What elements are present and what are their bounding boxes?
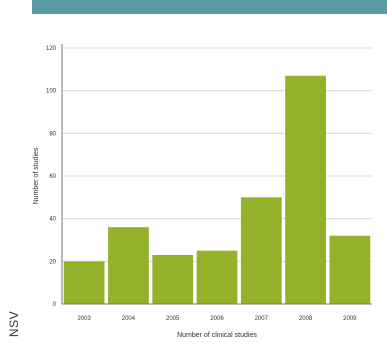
bar-2003 [63,261,105,304]
y-tick-label: 40 [49,217,56,223]
bar-2007 [240,197,282,304]
side-label: NSV [2,296,26,352]
tick-labels: 0 20 40 60 80 100 120 2003 2004 2005 2006 2007 2008 2… [46,46,357,322]
bar-2009 [329,235,371,304]
bar-2006 [196,250,238,304]
x-tick-label: 2008 [299,316,313,322]
chart-panel: 0 20 40 60 80 100 120 2003 2004 2005 2006 2007 2008 2… [32,14,374,353]
y-tick-label: 80 [49,131,56,137]
bars [63,75,371,304]
axes [61,44,372,305]
bar-2005 [152,254,194,304]
y-axis-title: Number of studies [33,147,40,204]
bar-chart: 0 20 40 60 80 100 120 2003 2004 2005 2006 2007 2008 2… [33,44,372,339]
x-axis-title: Number of clinical studies [177,332,257,339]
x-tick-label: 2006 [210,316,224,322]
header-band [32,0,387,14]
x-tick-label: 2007 [255,316,269,322]
x-tick-label: 2003 [77,316,91,322]
x-tick-label: 2005 [166,316,180,322]
bar-2004 [108,227,149,304]
y-tick-label: 60 [49,174,56,180]
y-tick-label: 0 [53,302,57,308]
x-tick-label: 2004 [122,316,136,322]
side-label-text: NSV [7,310,21,338]
y-tick-label: 100 [46,89,57,95]
x-tick-label: 2009 [343,316,357,322]
y-tick-label: 20 [49,259,56,265]
bar-2008 [285,75,326,304]
y-tick-label: 120 [46,46,57,52]
